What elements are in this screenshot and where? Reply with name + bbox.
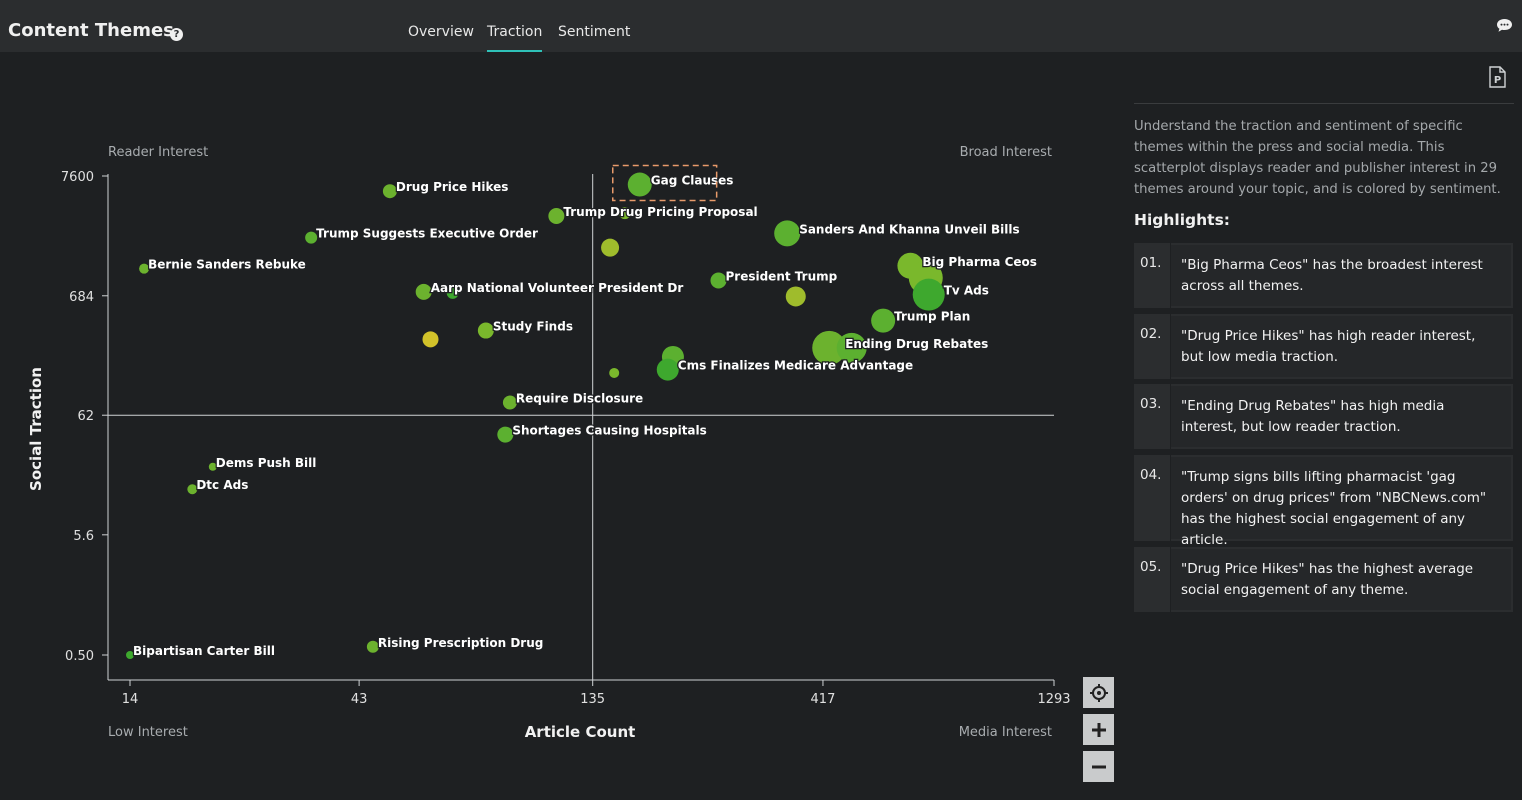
theme-label: Cms Finalizes Medicare Advantage (678, 359, 913, 373)
theme-bubble[interactable] (497, 426, 514, 443)
theme-label: Rising Prescription Drug (378, 636, 543, 650)
highlight-text: "Drug Price Hikes" has the highest avera… (1171, 549, 1511, 610)
quadrant-label-media-interest: Media Interest (959, 725, 1052, 740)
pdf-export-icon[interactable]: P (1488, 66, 1507, 92)
x-tick-label: 14 (122, 692, 139, 707)
highlight-number: 04. (1134, 455, 1171, 541)
theme-label: Bipartisan Carter Bill (133, 644, 275, 658)
highlight-number: 01. (1134, 243, 1171, 308)
highlight-selection-box (612, 164, 718, 202)
panel-divider (1134, 103, 1514, 104)
minus-icon (1091, 765, 1106, 768)
theme-bubble[interactable] (139, 263, 150, 274)
theme-bubble[interactable] (912, 278, 945, 311)
chart-description: Understand the traction and sentiment of… (1134, 119, 1501, 197)
theme-label: Require Disclosure (516, 392, 643, 406)
highlight-text: "Big Pharma Ceos" has the broadest inter… (1171, 245, 1511, 306)
theme-label: Gag Clauses (651, 174, 734, 188)
theme-label: Drug Price Hikes (396, 180, 509, 194)
theme-bubble[interactable] (415, 283, 432, 300)
theme-bubble[interactable] (126, 651, 134, 659)
tab-traction[interactable]: Traction (487, 24, 543, 52)
theme-label: Aarp National Volunteer President Dr (431, 281, 684, 295)
theme-bubble[interactable] (477, 322, 494, 339)
theme-bubble[interactable] (502, 395, 517, 410)
x-axis-label: Article Count (525, 723, 636, 741)
theme-label: Tv Ads (944, 284, 989, 298)
quadrant-label-broad-interest: Broad Interest (960, 145, 1052, 160)
theme-bubble[interactable] (548, 208, 565, 225)
y-axis-label: Social Traction (27, 367, 45, 491)
theme-bubble[interactable] (618, 207, 631, 220)
highlight-text: "Drug Price Hikes" has high reader inter… (1171, 316, 1511, 377)
theme-bubble[interactable] (785, 286, 806, 307)
zoom-in-button[interactable] (1083, 714, 1114, 745)
x-tick-label: 417 (811, 692, 836, 707)
svg-text:P: P (1494, 75, 1501, 86)
highlight-card: 03. "Ending Drug Rebates" has high media… (1134, 384, 1513, 449)
theme-bubble[interactable] (774, 220, 801, 247)
theme-bubble[interactable] (422, 331, 439, 348)
theme-bubble[interactable] (187, 484, 198, 495)
theme-bubble[interactable] (836, 332, 867, 363)
highlight-text: "Ending Drug Rebates" has high media int… (1171, 386, 1511, 447)
top-bar: Content Themes ? Overview Traction Senti… (0, 0, 1522, 52)
highlight-number: 02. (1134, 314, 1171, 379)
theme-bubble[interactable] (812, 330, 847, 365)
y-tick-label: 5.6 (73, 529, 94, 544)
x-tick-label: 43 (351, 692, 368, 707)
theme-label: Ending Drug Rebates (845, 337, 988, 351)
theme-bubble[interactable] (366, 640, 379, 653)
theme-bubble[interactable] (601, 238, 620, 257)
y-tick-label: 62 (77, 409, 94, 424)
highlight-card: 05. "Drug Price Hikes" has the highest a… (1134, 547, 1513, 612)
highlight-card: 04. "Trump signs bills lifting pharmacis… (1134, 455, 1513, 548)
theme-label: Trump Plan (894, 310, 970, 324)
theme-label: Trump Suggests Executive Order (316, 227, 538, 241)
quadrant-label-reader-interest: Reader Interest (108, 145, 208, 160)
theme-bubble[interactable] (656, 358, 679, 381)
highlight-card: 02. "Drug Price Hikes" has high reader i… (1134, 314, 1513, 379)
highlight-number: 05. (1134, 547, 1171, 612)
theme-label: Study Finds (493, 320, 573, 334)
theme-bubble[interactable] (305, 231, 318, 244)
tab-sentiment[interactable]: Sentiment (558, 24, 631, 40)
theme-bubble[interactable] (710, 272, 727, 289)
y-tick-label: 7600 (61, 170, 94, 185)
tab-overview[interactable]: Overview (408, 24, 474, 40)
theme-label: Big Pharma Ceos (922, 255, 1037, 269)
highlight-card: 01. "Big Pharma Ceos" has the broadest i… (1134, 243, 1513, 308)
recenter-button[interactable] (1083, 677, 1114, 708)
theme-label: President Trump (725, 270, 837, 284)
highlight-text: "Trump signs bills lifting pharmacist 'g… (1171, 457, 1511, 548)
x-tick-label: 135 (580, 692, 605, 707)
zoom-out-button[interactable] (1083, 751, 1114, 782)
theme-label: Sanders And Khanna Unveil Bills (799, 222, 1019, 236)
highlights-title: Highlights: (1134, 211, 1231, 229)
quadrant-label-low-interest: Low Interest (108, 725, 188, 740)
theme-bubble[interactable] (208, 462, 217, 471)
theme-label: Trump Drug Pricing Proposal (563, 205, 757, 219)
theme-label: Dems Push Bill (216, 456, 317, 470)
theme-label: Dtc Ads (196, 478, 248, 492)
highlight-number: 03. (1134, 384, 1171, 449)
theme-bubble[interactable] (446, 286, 459, 299)
theme-bubble[interactable] (871, 308, 896, 333)
theme-bubble[interactable] (609, 367, 620, 378)
theme-label: Bernie Sanders Rebuke (148, 258, 306, 272)
page-title: Content Themes (8, 20, 174, 41)
theme-label: Shortages Causing Hospitals (512, 424, 706, 438)
plus-icon (1091, 722, 1106, 737)
theme-bubble[interactable] (627, 172, 652, 197)
y-tick-label: 0.50 (65, 649, 94, 664)
traction-scatter-chart[interactable]: 14 43 135 417 1293 7600 684 62 5.6 0.50 Gag Claus… (0, 40, 1075, 800)
y-tick-label: 684 (69, 290, 94, 305)
chat-bubble-icon[interactable] (1496, 18, 1513, 37)
theme-bubble[interactable] (382, 184, 397, 199)
crosshair-icon (1089, 683, 1108, 702)
question-circle-icon[interactable]: ? (170, 28, 183, 41)
x-tick-label: 1293 (1037, 692, 1070, 707)
